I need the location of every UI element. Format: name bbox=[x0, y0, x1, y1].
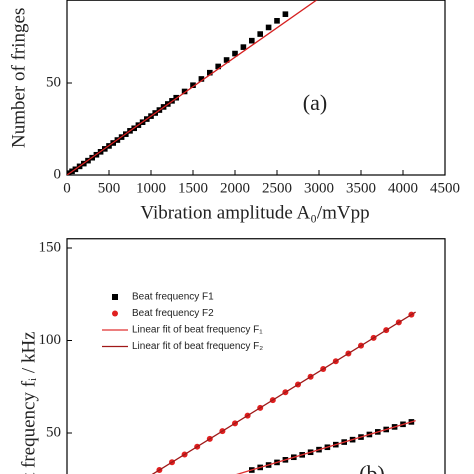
legend-label: Linear fit of beat frequency F₂ bbox=[132, 341, 263, 352]
x-tick-label: 1500 bbox=[178, 180, 208, 196]
x-tick-label: 2000 bbox=[220, 180, 250, 196]
point bbox=[282, 11, 289, 17]
x-tick-label: 4500 bbox=[430, 180, 460, 196]
x-axis-label: Vibration amplitude A₀/mVpp bbox=[140, 202, 369, 223]
x-tick-label: 500 bbox=[98, 180, 121, 196]
point bbox=[274, 18, 280, 24]
y-tick-label: 150 bbox=[39, 239, 62, 255]
point bbox=[190, 82, 196, 89]
annotation: (b) bbox=[359, 461, 385, 474]
y-axis-label: Number of fringes bbox=[8, 8, 29, 148]
legend-label: Linear fit of beat frequency F₁ bbox=[132, 325, 263, 336]
y-tick-label: 0 bbox=[54, 166, 62, 182]
point bbox=[257, 31, 263, 37]
plot-frame bbox=[66, 0, 446, 176]
point bbox=[181, 88, 188, 95]
point bbox=[232, 50, 238, 57]
y-tick-label: 50 bbox=[46, 424, 61, 440]
legend-label: Beat frequency F2 bbox=[132, 308, 214, 319]
point bbox=[249, 37, 255, 44]
y-tick-label: 50 bbox=[46, 74, 61, 90]
legend-marker bbox=[112, 310, 118, 317]
fit-line bbox=[236, 419, 416, 474]
point bbox=[240, 44, 247, 50]
x-tick-label: 2500 bbox=[262, 180, 292, 196]
x-tick-label: 3000 bbox=[304, 180, 334, 196]
fit-line bbox=[67, 0, 318, 176]
annotation: (a) bbox=[303, 90, 327, 115]
point bbox=[207, 69, 213, 76]
plot-frame bbox=[66, 238, 446, 474]
point bbox=[265, 24, 272, 31]
y-axis-label: t frequency fᵢ / kHz bbox=[18, 331, 39, 474]
point bbox=[198, 76, 205, 82]
legend-label: Beat frequency F1 bbox=[132, 292, 214, 303]
fit-line bbox=[151, 311, 416, 474]
x-tick-label: 3500 bbox=[346, 180, 376, 196]
y-tick-label: 100 bbox=[39, 332, 62, 348]
point bbox=[215, 63, 221, 70]
plot-marks bbox=[151, 311, 416, 474]
point bbox=[223, 57, 230, 63]
x-tick-label: 1000 bbox=[136, 180, 166, 196]
plot-marks bbox=[67, 0, 318, 176]
legend-marker bbox=[112, 294, 118, 300]
x-tick-label: 0 bbox=[63, 180, 71, 196]
x-tick-label: 4000 bbox=[388, 180, 418, 196]
